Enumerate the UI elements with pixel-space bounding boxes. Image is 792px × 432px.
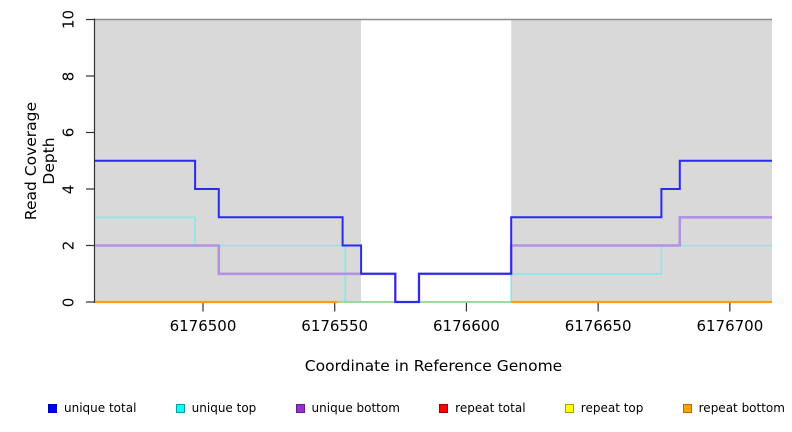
legend-swatch-icon xyxy=(48,403,57,413)
y-tick-label: 2 xyxy=(59,240,78,251)
legend-label: unique top xyxy=(191,401,257,415)
x-tick-label: 6176500 xyxy=(169,317,237,335)
legend-label: repeat bottom xyxy=(698,401,785,415)
y-tick-label: 4 xyxy=(59,184,78,194)
legend-swatch-icon xyxy=(175,403,185,413)
legend: unique total unique top unique bottom repea… xyxy=(48,398,785,418)
legend-item-unique-top: unique top xyxy=(175,401,257,415)
x-tick-label: 6176700 xyxy=(696,317,764,335)
legend-item-unique-bottom: unique bottom xyxy=(295,401,400,415)
legend-item-repeat-top: repeat top xyxy=(564,401,644,415)
x-tick-label: 6176650 xyxy=(564,317,632,335)
x-axis-title: Coordinate in Reference Genome xyxy=(304,357,563,375)
legend-swatch-icon xyxy=(439,403,449,413)
x-tick-label: 6176600 xyxy=(433,317,500,335)
legend-label: repeat total xyxy=(455,401,526,415)
legend-swatch-icon xyxy=(564,403,574,413)
region-unmasked-gap xyxy=(361,19,512,303)
legend-label: repeat top xyxy=(580,401,644,415)
y-tick-label: 6 xyxy=(59,127,78,138)
legend-label: unique bottom xyxy=(311,401,400,415)
y-tick-label: 0 xyxy=(59,297,78,307)
legend-label: unique total xyxy=(64,401,137,415)
y-tick-label: 8 xyxy=(59,71,78,81)
legend-swatch-icon xyxy=(295,403,305,413)
x-tick-label: 6176550 xyxy=(301,317,369,335)
legend-item-unique-total: unique total xyxy=(48,401,136,415)
y-tick-label: 10 xyxy=(59,9,78,30)
unique-total-line xyxy=(95,159,772,303)
legend-item-repeat-bottom: repeat bottom xyxy=(682,401,785,415)
y-axis-title: Read Coverage Depth xyxy=(22,101,58,221)
legend-swatch-icon xyxy=(682,403,692,413)
legend-item-repeat-total: repeat total xyxy=(439,401,526,415)
